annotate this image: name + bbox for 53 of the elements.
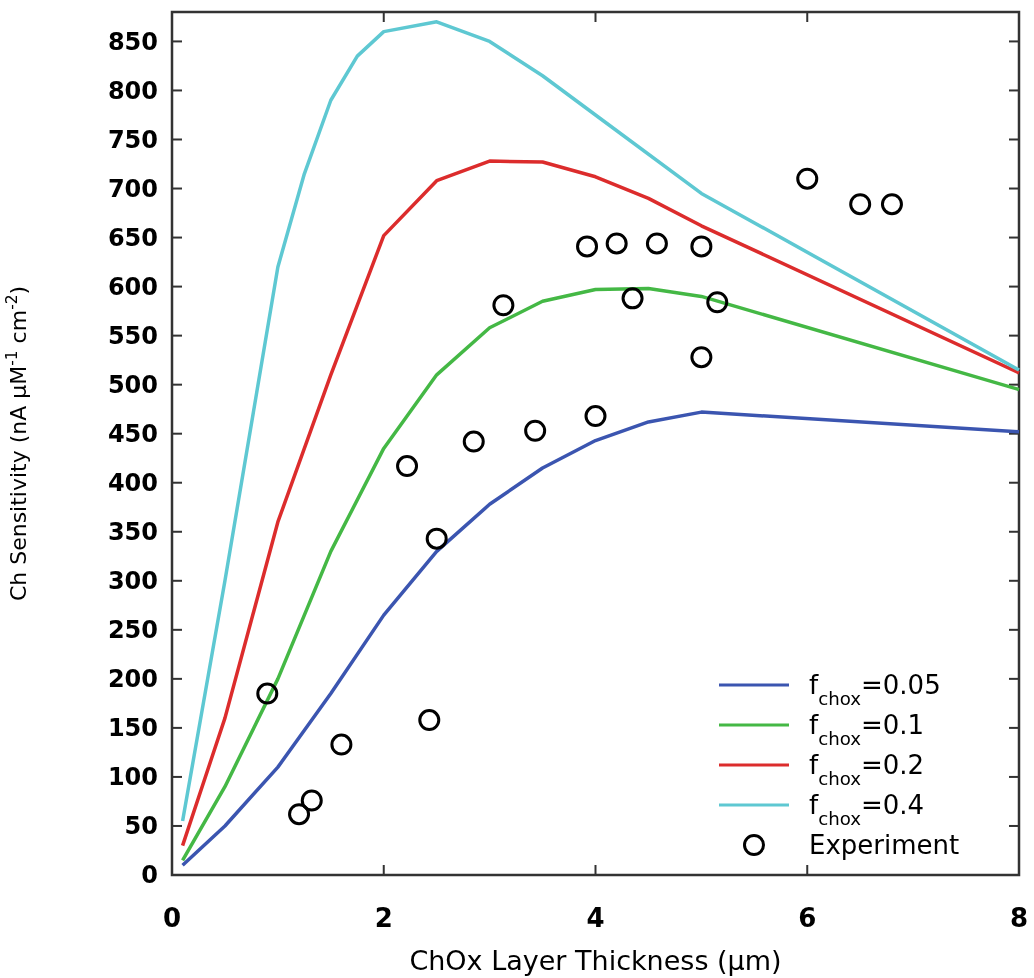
legend-label: f$_{chox}$=0.2 (809, 750, 925, 789)
y-tick-label: 800 (107, 76, 158, 105)
point (462, 430, 485, 453)
legend-label: Experiment (809, 830, 960, 861)
point (584, 405, 607, 428)
point (621, 287, 644, 310)
x-tick-label: 4 (586, 903, 605, 933)
y-tick-label: 200 (107, 665, 158, 694)
legend-label: f$_{chox}$=0.4 (809, 790, 925, 829)
point (576, 235, 599, 258)
point (418, 709, 441, 732)
point (605, 232, 628, 255)
y-tick-label: 450 (107, 420, 158, 449)
point (706, 291, 729, 314)
x-tick-label: 0 (162, 903, 182, 933)
y-tick-label: 0 (141, 861, 158, 890)
y-tick-label: 400 (107, 469, 158, 498)
y-tick-label: 100 (107, 763, 158, 792)
y-tick-label: 700 (107, 174, 158, 203)
point (425, 527, 448, 550)
y-tick-label: 600 (107, 272, 158, 301)
legend-label: f$_{chox}$=0.1 (809, 710, 925, 749)
point (492, 294, 515, 317)
point (330, 733, 353, 756)
x-axis-title: ChOx Layer Thickness (µm) (409, 945, 782, 976)
x-tick-label: 2 (374, 903, 393, 933)
line-series (180, 20, 1021, 823)
y-tick-label: 500 (107, 371, 158, 400)
legend-label: f$_{chox}$=0.05 (809, 670, 941, 709)
x-tick-label: 6 (798, 903, 817, 933)
point (880, 193, 903, 216)
y-tick-label: 750 (107, 125, 158, 154)
point (300, 789, 323, 812)
line-series (180, 286, 1021, 863)
point (690, 346, 713, 369)
line-series (180, 410, 1021, 867)
y-tick-label: 150 (107, 714, 158, 743)
x-tick-label: 8 (1009, 903, 1029, 933)
y-tick-label: 850 (107, 27, 158, 56)
point (645, 232, 668, 255)
y-tick-label: 250 (107, 616, 158, 645)
y-tick-label: 650 (107, 223, 158, 252)
y-tick-label: 550 (107, 322, 158, 351)
y-tick-label: 300 (107, 567, 158, 596)
y-tick-label: 350 (107, 518, 158, 547)
point (396, 455, 419, 478)
point (256, 682, 279, 705)
point (690, 235, 713, 258)
y-tick-label: 50 (124, 812, 158, 841)
point (524, 419, 547, 442)
point (796, 167, 819, 190)
point (849, 193, 872, 216)
point (288, 803, 311, 826)
